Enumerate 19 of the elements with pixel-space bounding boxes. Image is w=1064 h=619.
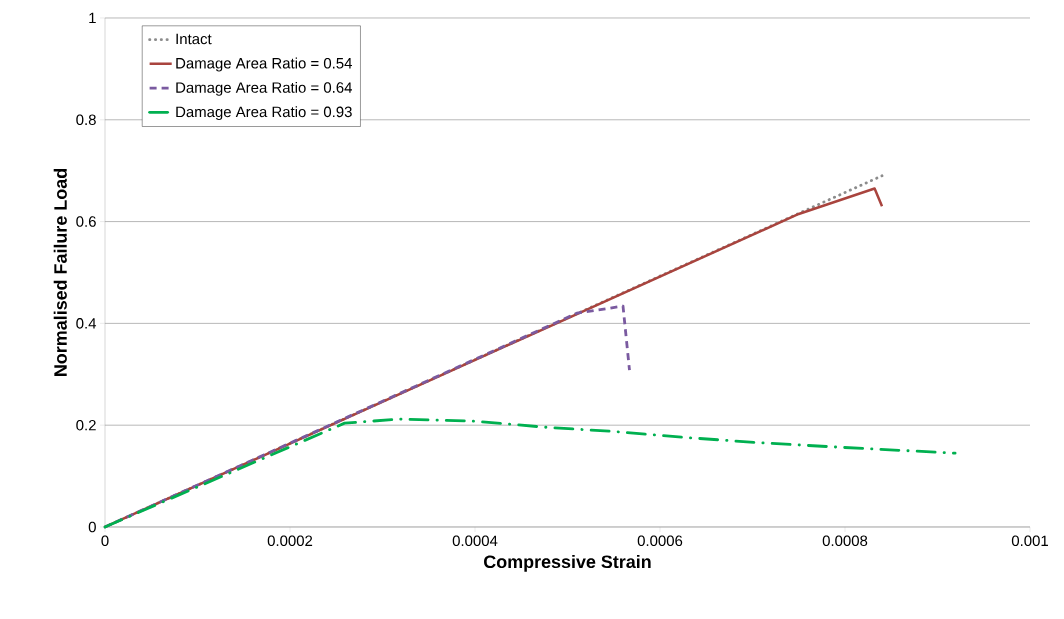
- legend-label: Damage Area Ratio = 0.93: [176, 106, 352, 121]
- legend-label: Intact: [176, 33, 212, 45]
- y-tick-label: 1: [89, 12, 96, 24]
- x-axis-title: Compressive Strain: [484, 554, 651, 572]
- line-series: [103, 417, 957, 529]
- y-tick-label: 0.6: [76, 216, 96, 227]
- legend-label: Damage Area Ratio = 0.64: [176, 81, 352, 96]
- y-tick-label: 0.4: [76, 318, 97, 329]
- x-tick-label: 0: [101, 535, 109, 547]
- y-tick-label: 0: [88, 521, 96, 533]
- y-tick-label: 0.2: [76, 419, 96, 431]
- legend-label: Damage Area Ratio = 0.54: [176, 57, 352, 72]
- y-axis-title: Normalised Failure Load: [53, 169, 67, 376]
- x-tick-label: 0.0002: [267, 535, 313, 547]
- x-tick-label: 0.0008: [822, 535, 868, 547]
- x-tick-label: 0.001: [1011, 535, 1048, 547]
- y-tick-label: 0.8: [76, 114, 96, 126]
- x-tick-label: 0.0006: [637, 535, 683, 547]
- x-tick-label: 0.0004: [452, 535, 498, 547]
